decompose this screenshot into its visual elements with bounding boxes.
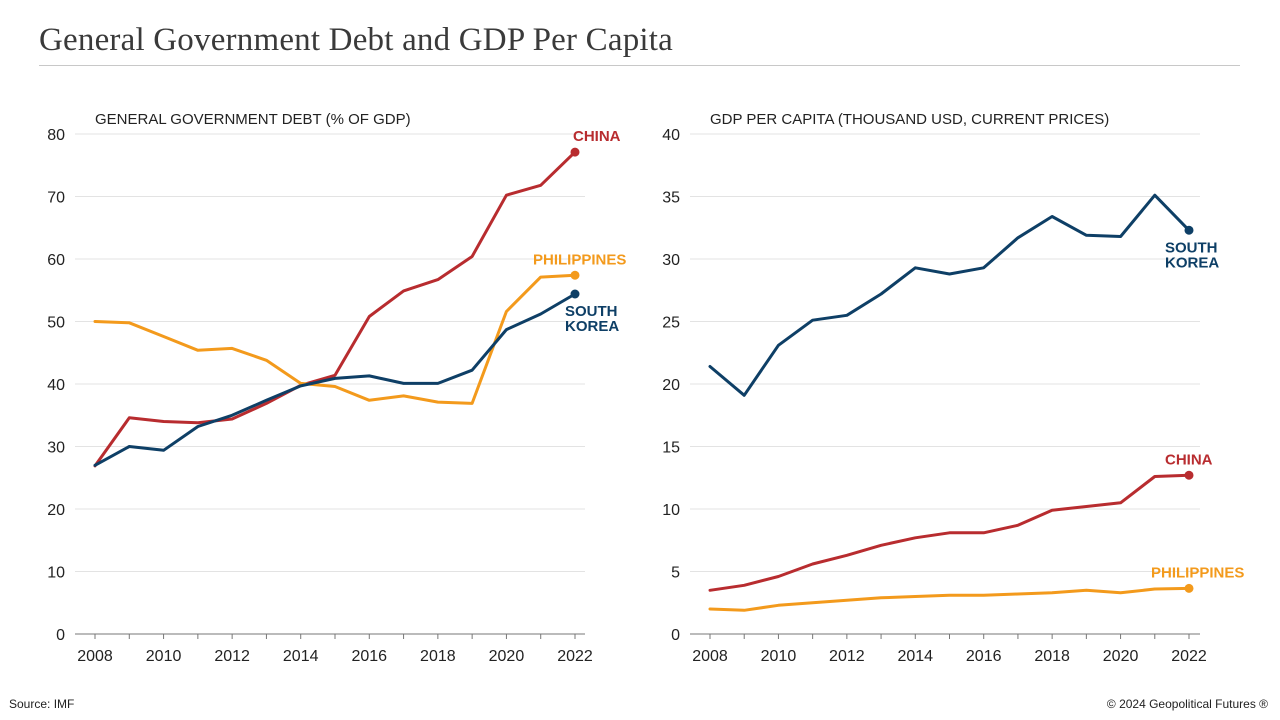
gdp-y-tick-label: 20 [662, 377, 680, 394]
debt-y-tick-label: 0 [56, 627, 65, 644]
page-title: General Government Debt and GDP Per Capi… [39, 22, 673, 58]
debt-x-tick-label: 2016 [351, 648, 387, 665]
gdp-y-tick-label: 10 [662, 502, 680, 519]
gdp-endpoint-china [1184, 470, 1194, 480]
gdp-line-south-korea [708, 193, 1191, 397]
title-divider [39, 65, 1240, 66]
debt-chart-title: GENERAL GOVERNMENT DEBT (% OF GDP) [95, 111, 411, 128]
debt-y-tick-label: 10 [47, 565, 65, 582]
debt-y-tick-label: 80 [47, 127, 65, 144]
debt-line-china [93, 150, 577, 468]
gdp-x-tick-label: 2008 [692, 648, 728, 665]
debt-x-tick-label: 2014 [283, 648, 319, 665]
gdp-y-tick-label: 25 [662, 315, 680, 332]
gdp-x-tick-label: 2014 [897, 648, 933, 665]
debt-line-south-korea [93, 292, 577, 467]
gdp-y-tick-label: 40 [662, 127, 680, 144]
gdp-endpoint-south-korea [1184, 225, 1194, 235]
gdp-endpoint-philippines [1184, 583, 1194, 593]
gdp-y-tick-label: 0 [671, 627, 680, 644]
gdp-line-china [708, 473, 1191, 592]
gdp-chart-title: GDP PER CAPITA (THOUSAND USD, CURRENT PR… [710, 111, 1109, 128]
debt-y-tick-label: 30 [47, 440, 65, 457]
debt-x-tick-label: 2022 [557, 648, 593, 665]
debt-x-tick-label: 2020 [489, 648, 525, 665]
gdp-x-tick-label: 2020 [1103, 648, 1139, 665]
gdp-line-philippines [708, 586, 1191, 612]
debt-endpoint-china [570, 147, 580, 157]
debt-y-tick-label: 70 [47, 190, 65, 207]
copyright-note: © 2024 Geopolitical Futures ® [1106, 697, 1268, 711]
debt-series-label-south-korea: SOUTH [565, 303, 618, 320]
gdp-series-label-south-korea: KOREA [1165, 254, 1219, 271]
gdp-x-tick-label: 2010 [761, 648, 797, 665]
debt-x-tick-label: 2012 [214, 648, 250, 665]
gdp-x-tick-label: 2022 [1171, 648, 1207, 665]
debt-y-tick-label: 20 [47, 502, 65, 519]
debt-series-label-philippines: PHILIPPINES [533, 251, 626, 268]
gdp-y-tick-label: 30 [662, 252, 680, 269]
gdp-y-tick-label: 15 [662, 440, 680, 457]
debt-chart: GENERAL GOVERNMENT DEBT (% OF GDP) 0 10 20… [47, 111, 626, 665]
debt-y-tick-label: 40 [47, 377, 65, 394]
gdp-x-tick-label: 2018 [1034, 648, 1070, 665]
debt-x-tick-label: 2018 [420, 648, 456, 665]
debt-x-tick-label: 2008 [77, 648, 113, 665]
gdp-series-label-south-korea: SOUTH [1165, 239, 1218, 256]
debt-x-tick-label: 2010 [146, 648, 182, 665]
gdp-x-tick-label: 2016 [966, 648, 1002, 665]
debt-y-tick-label: 50 [47, 315, 65, 332]
gdp-series-label-philippines: PHILIPPINES [1151, 564, 1244, 581]
gdp-series-label-china: CHINA [1165, 451, 1213, 468]
source-note: Source: IMF [9, 697, 75, 711]
debt-endpoint-philippines [570, 270, 580, 280]
gdp-x-tick-label: 2012 [829, 648, 865, 665]
debt-series-label-south-korea: KOREA [565, 318, 619, 335]
gdp-y-tick-label: 5 [671, 565, 680, 582]
debt-endpoint-south-korea [570, 289, 580, 299]
debt-series-label-china: CHINA [573, 128, 621, 145]
gdp-y-tick-label: 35 [662, 190, 680, 207]
debt-y-tick-label: 60 [47, 252, 65, 269]
gdp-per-capita-chart: GDP PER CAPITA (THOUSAND USD, CURRENT PR… [662, 111, 1244, 665]
